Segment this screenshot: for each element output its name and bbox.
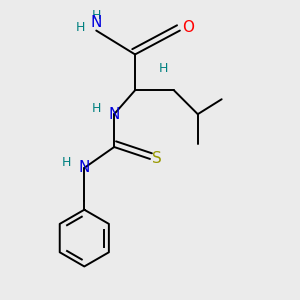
Text: H: H: [159, 62, 168, 75]
Text: N: N: [109, 107, 120, 122]
Text: N: N: [91, 15, 102, 30]
Text: O: O: [182, 20, 194, 35]
Text: H: H: [76, 21, 85, 34]
Text: H: H: [92, 102, 101, 115]
Text: H: H: [92, 8, 101, 22]
Text: S: S: [152, 152, 162, 166]
Text: N: N: [79, 160, 90, 175]
Text: H: H: [61, 156, 71, 169]
